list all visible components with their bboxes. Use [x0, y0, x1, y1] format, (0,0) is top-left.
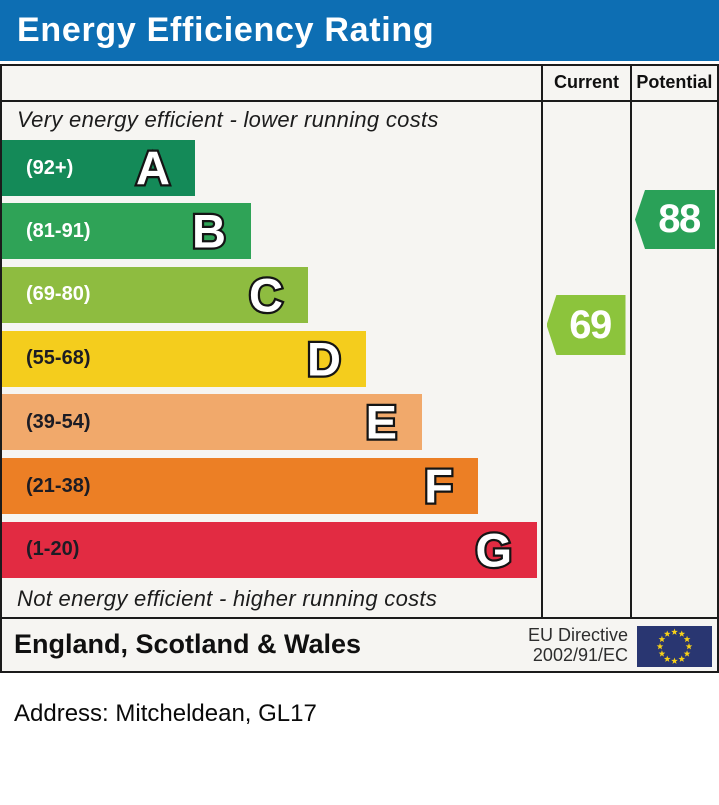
eu-flag-icon: [637, 626, 712, 672]
band-f: (21-38) F F: [2, 458, 478, 514]
address-line: Address: Mitcheldean, GL17: [14, 700, 317, 727]
potential-column-divider: [629, 66, 632, 617]
band-d: (55-68) D D: [2, 330, 366, 387]
column-header-potential: Potential: [636, 72, 713, 93]
eu-directive-line1: EU Directive: [527, 624, 628, 645]
potential-rating-value: 88: [658, 197, 701, 241]
potential-rating-arrow: 88: [635, 190, 715, 249]
band-range-label: (92+): [26, 156, 74, 179]
eu-directive-text: EU Directive 2002/91/EC: [528, 619, 628, 671]
current-column-divider: [541, 66, 544, 617]
band-e: (39-54) E E: [2, 394, 422, 451]
band-range-label: (39-54): [26, 410, 91, 433]
footer-row-divider: [0, 616, 719, 619]
band-range-label: (81-91): [26, 219, 91, 242]
caption-very-efficient: Very energy efficient - lower running co…: [17, 107, 439, 132]
band-g: (1-20) G G: [2, 521, 537, 578]
band-range-label: (55-68): [26, 347, 91, 370]
header-bar: Energy Efficiency Rating: [0, 0, 719, 61]
column-header-current: Current: [554, 72, 620, 93]
eu-directive-line2: 2002/91/EC: [532, 644, 628, 665]
band-range-label: (69-80): [26, 283, 91, 306]
header-row-divider: [0, 99, 719, 102]
band-range-label: (1-20): [26, 538, 80, 561]
region-label: England, Scotland & Wales: [14, 629, 362, 660]
band-a: (92+) A A: [2, 140, 195, 196]
caption-not-efficient: Not energy efficient - higher running co…: [17, 586, 438, 611]
band-b: (81-91) B B: [2, 203, 251, 260]
band-c: (69-80) C C: [2, 266, 308, 323]
current-rating-arrow: 69: [546, 295, 626, 355]
current-rating-value: 69: [569, 302, 612, 347]
band-range-label: (21-38): [26, 474, 91, 497]
page-title: Energy Efficiency Rating: [17, 11, 435, 49]
